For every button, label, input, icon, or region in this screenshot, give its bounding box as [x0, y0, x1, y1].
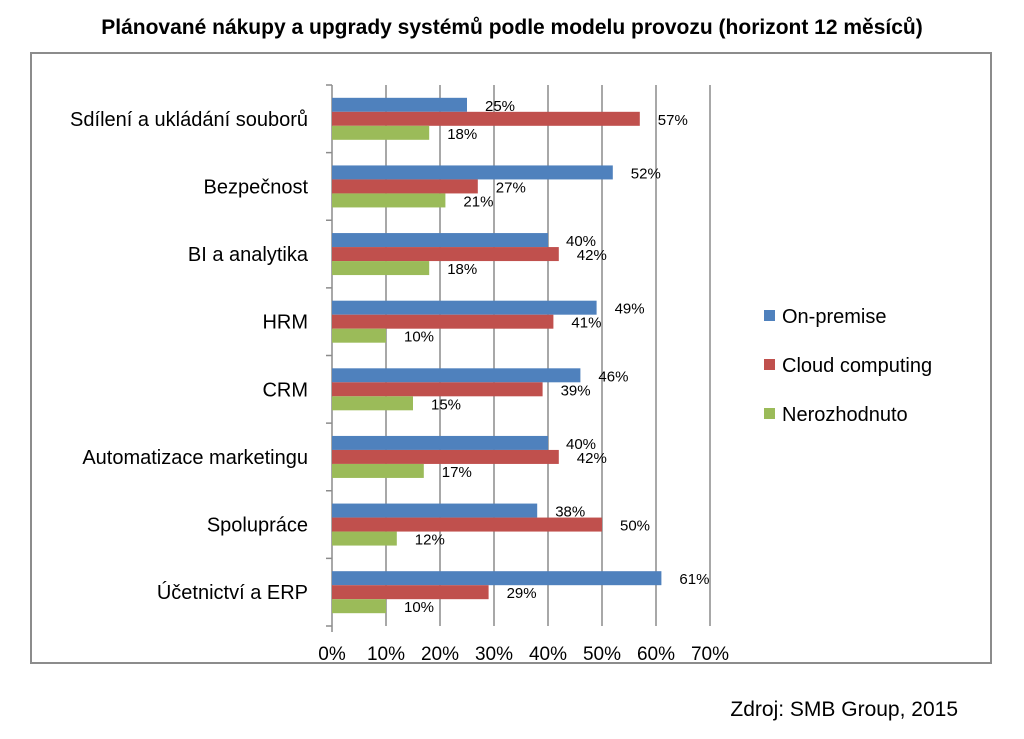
- category-label: Bezpečnost: [203, 176, 308, 198]
- category-label: CRM: [262, 379, 308, 401]
- data-label: 21%: [463, 193, 493, 210]
- x-tick-label: 70%: [691, 644, 729, 662]
- data-label: 49%: [615, 301, 645, 318]
- bar-on-premise: [332, 165, 613, 180]
- bar-cloud-computing: [332, 179, 478, 194]
- data-label: 15%: [431, 396, 461, 413]
- category-label: Automatizace marketingu: [82, 447, 308, 469]
- bar-cloud-computing: [332, 111, 640, 126]
- data-label: 39%: [561, 382, 591, 399]
- bar-cloud-computing: [332, 314, 554, 329]
- x-tick-label: 10%: [367, 644, 405, 662]
- data-label: 42%: [577, 247, 607, 264]
- bar-nerozhodnuto: [332, 328, 386, 343]
- category-label: Účetnictví a ERP: [157, 581, 308, 604]
- legend-swatch: [764, 408, 775, 419]
- data-label: 27%: [496, 179, 526, 196]
- data-label: 46%: [598, 368, 628, 385]
- data-label: 57%: [658, 112, 688, 129]
- data-label: 17%: [442, 464, 472, 481]
- legend-label: Nerozhodnuto: [782, 404, 908, 426]
- bar-cloud-computing: [332, 247, 559, 262]
- x-tick-label: 20%: [421, 644, 459, 662]
- bar-nerozhodnuto: [332, 125, 430, 140]
- data-label: 42%: [577, 450, 607, 467]
- bar-cloud-computing: [332, 382, 543, 397]
- bar-nerozhodnuto: [332, 193, 446, 208]
- bar-on-premise: [332, 233, 548, 248]
- x-tick-label: 50%: [583, 644, 621, 662]
- bar-on-premise: [332, 300, 597, 315]
- x-tick-label: 60%: [637, 644, 675, 662]
- chart-area: Sdílení a ukládání souborů 25% 57% 18% Bezpe…: [30, 52, 992, 664]
- data-label: 41%: [571, 315, 601, 332]
- bar-on-premise: [332, 503, 538, 518]
- bar-cloud-computing: [332, 449, 559, 464]
- bar-cloud-computing: [332, 517, 602, 532]
- data-label: 10%: [404, 329, 434, 346]
- legend-label: On-premise: [782, 306, 886, 328]
- legend-swatch: [764, 310, 775, 321]
- x-tick-label: 30%: [475, 644, 513, 662]
- chart-svg: Sdílení a ukládání souborů 25% 57% 18% Bezpe…: [70, 84, 932, 662]
- bar-nerozhodnuto: [332, 531, 397, 546]
- x-tick-label: 0%: [318, 644, 346, 662]
- bar-nerozhodnuto: [332, 396, 413, 411]
- data-label: 12%: [415, 532, 445, 549]
- bar-on-premise: [332, 571, 662, 586]
- category-label: HRM: [262, 312, 308, 334]
- bar-cloud-computing: [332, 585, 489, 600]
- data-label: 52%: [631, 165, 661, 182]
- data-label: 40%: [566, 233, 596, 250]
- data-label: 61%: [679, 571, 709, 588]
- data-label: 38%: [555, 504, 585, 521]
- bar-nerozhodnuto: [332, 463, 424, 478]
- bar-nerozhodnuto: [332, 261, 430, 276]
- x-tick-label: 40%: [529, 644, 567, 662]
- legend-swatch: [764, 359, 775, 370]
- bar-on-premise: [332, 435, 548, 450]
- data-label: 29%: [507, 585, 537, 602]
- category-label: Spolupráce: [207, 515, 308, 537]
- bar-on-premise: [332, 97, 467, 112]
- data-label: 18%: [447, 126, 477, 143]
- bar-on-premise: [332, 368, 581, 383]
- bar-nerozhodnuto: [332, 599, 386, 614]
- category-label: BI a analytika: [188, 244, 309, 266]
- legend-label: Cloud computing: [782, 355, 932, 377]
- source-note: Zdroj: SMB Group, 2015: [730, 698, 958, 721]
- data-label: 40%: [566, 436, 596, 453]
- data-label: 50%: [620, 518, 650, 535]
- data-label: 25%: [485, 98, 515, 115]
- category-label: Sdílení a ukládání souborů: [70, 109, 308, 131]
- data-label: 10%: [404, 599, 434, 616]
- chart-title: Plánované nákupy a upgrady systémů podle…: [101, 16, 923, 39]
- data-label: 18%: [447, 261, 477, 278]
